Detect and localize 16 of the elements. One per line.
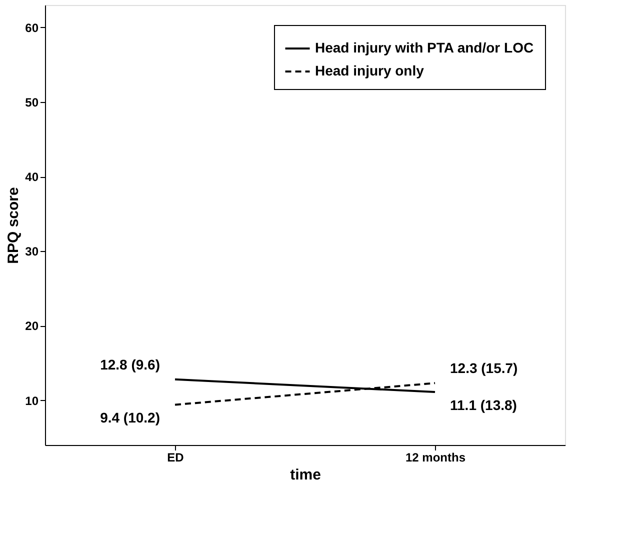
y-tick-label: 20 bbox=[25, 319, 39, 334]
y-tick-label: 30 bbox=[25, 244, 39, 259]
data-label: 12.3 (15.7) bbox=[450, 360, 518, 376]
y-tick-label: 40 bbox=[25, 170, 39, 184]
y-axis-title: RPQ score bbox=[5, 187, 22, 264]
data-label: 9.4 (10.2) bbox=[100, 410, 160, 426]
y-tick-label: 50 bbox=[25, 95, 39, 110]
data-label: 11.1 (13.8) bbox=[450, 397, 517, 414]
data-label: 12.8 (9.6) bbox=[100, 356, 160, 372]
y-tick-label: 10 bbox=[25, 394, 39, 408]
x-axis-title: time bbox=[290, 466, 321, 484]
legend-label: Head injury with PTA and/or LOC bbox=[315, 40, 534, 56]
legend-label: Head injury only bbox=[315, 62, 424, 78]
x-tick-label: 12 months bbox=[405, 450, 466, 464]
x-tick-label: ED bbox=[167, 450, 184, 464]
y-tick-label: 60 bbox=[25, 20, 39, 35]
